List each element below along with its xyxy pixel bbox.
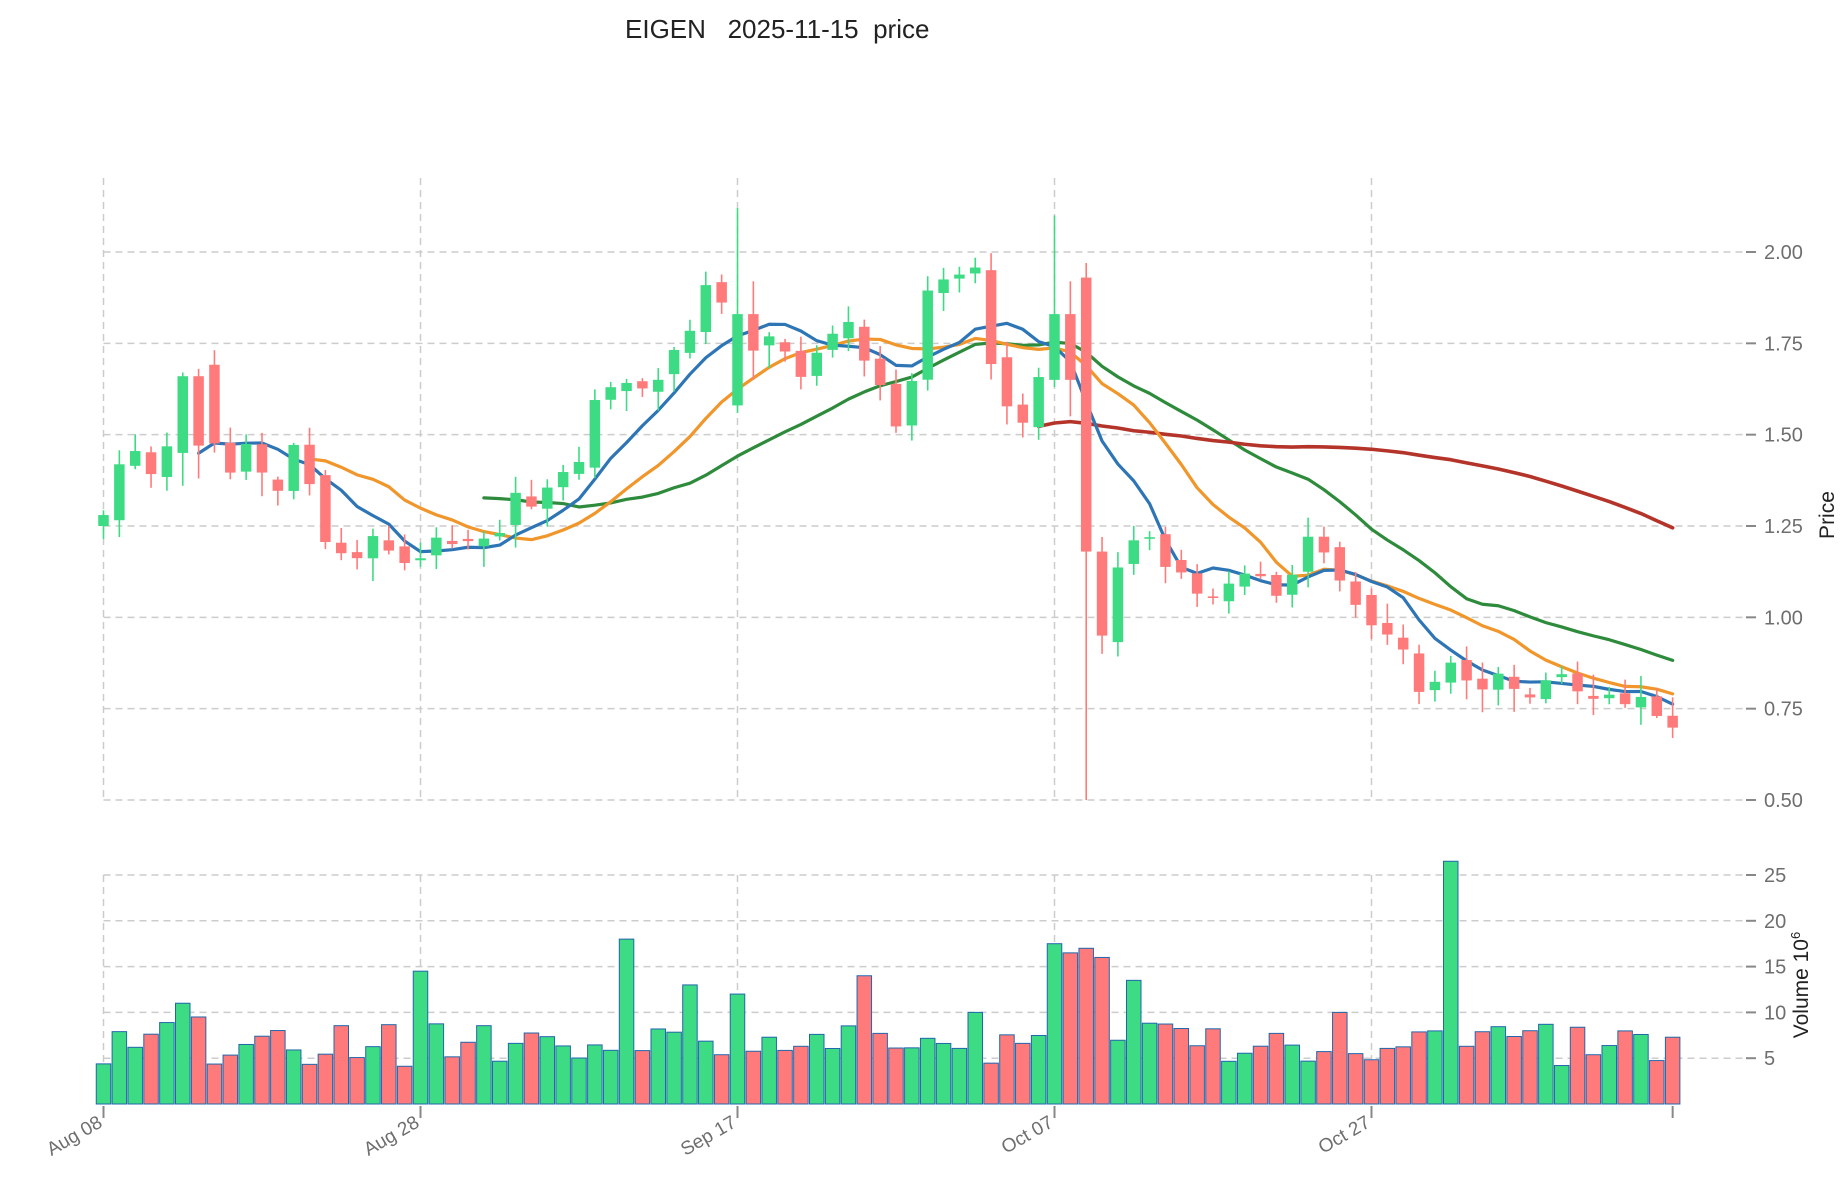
svg-text:1.50: 1.50 — [1764, 425, 1803, 447]
svg-text:0.75: 0.75 — [1764, 699, 1803, 721]
svg-text:5: 5 — [1764, 1048, 1775, 1070]
svg-text:10: 10 — [1764, 1002, 1786, 1024]
svg-text:1.75: 1.75 — [1764, 333, 1803, 355]
svg-text:Price: Price — [1816, 491, 1839, 539]
svg-text:EIGEN 2025-11-15 price: EIGEN 2025-11-15 price — [625, 14, 929, 44]
svg-text:20: 20 — [1764, 911, 1786, 933]
svg-text:15: 15 — [1764, 957, 1786, 979]
svg-text:0.50: 0.50 — [1764, 790, 1803, 812]
svg-text:2.00: 2.00 — [1764, 242, 1803, 264]
svg-text:25: 25 — [1764, 865, 1786, 887]
svg-text:Volume 106: Volume 106 — [1788, 932, 1813, 1038]
svg-text:1.00: 1.00 — [1764, 607, 1803, 629]
svg-text:1.25: 1.25 — [1764, 516, 1803, 538]
